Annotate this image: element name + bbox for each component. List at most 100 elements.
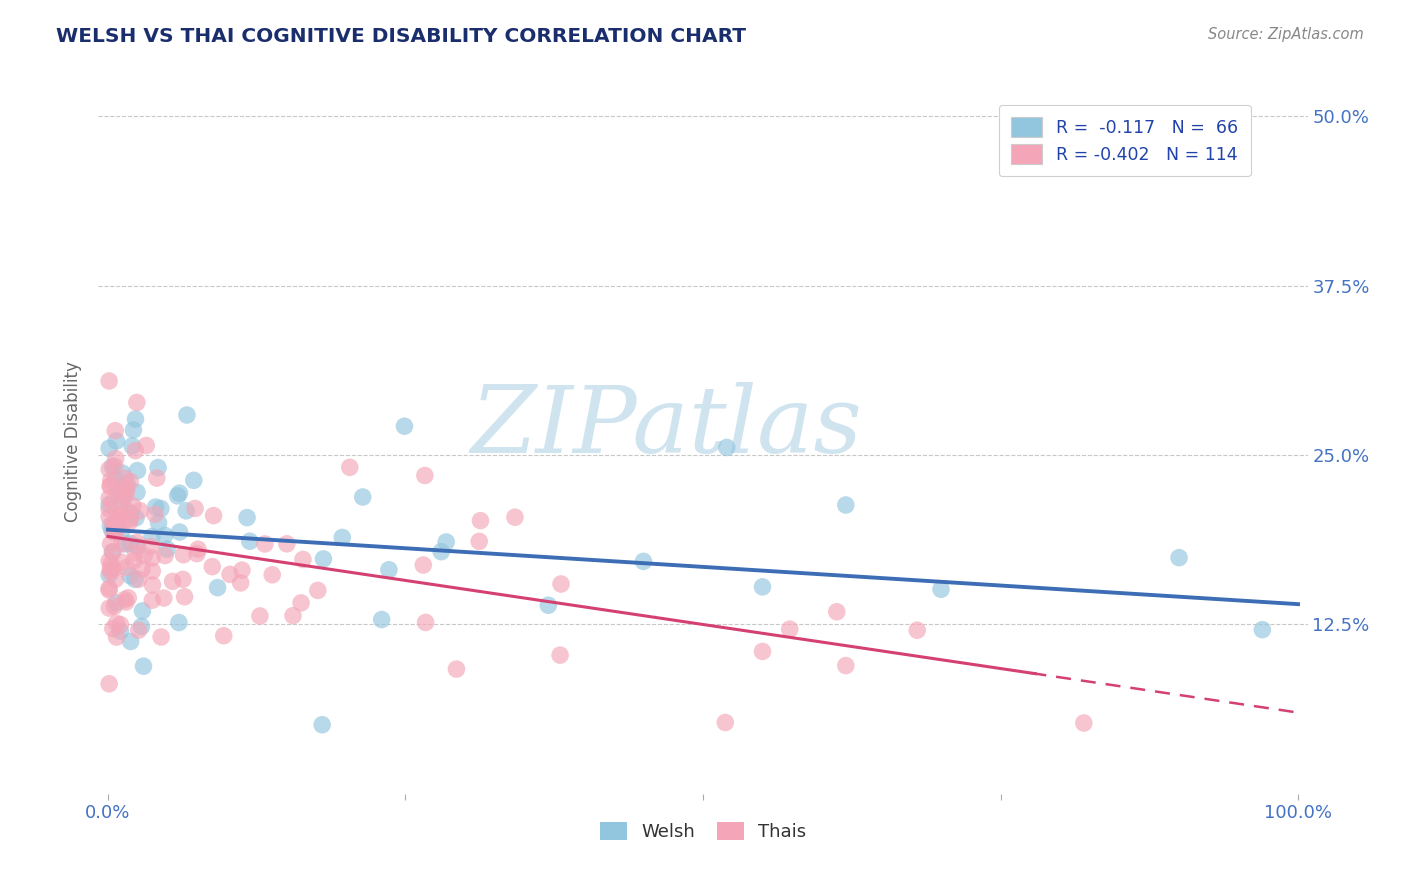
Point: [229, 575, 252, 590]
Point: [352, 490, 374, 504]
Point: [148, 516, 170, 530]
Point: [104, 459, 127, 474]
Point: [114, 471, 136, 485]
Point: [1168, 550, 1191, 565]
Point: [100, 537, 122, 551]
Point: [111, 489, 134, 503]
Text: Source: ZipAtlas.com: Source: ZipAtlas.com: [1208, 27, 1364, 42]
Point: [176, 408, 198, 422]
Point: [98, 502, 121, 516]
Point: [825, 605, 848, 619]
Point: [114, 592, 136, 607]
Point: [127, 464, 149, 478]
Point: [101, 459, 124, 474]
Point: [110, 555, 132, 569]
Point: [162, 574, 184, 589]
Point: [98, 479, 121, 493]
Point: [111, 537, 134, 551]
Point: [174, 504, 197, 518]
Point: [98, 374, 121, 388]
Point: [1251, 623, 1274, 637]
Point: [330, 531, 353, 545]
Point: [105, 616, 128, 631]
Point: [104, 424, 127, 438]
Point: [550, 577, 572, 591]
Point: [98, 554, 121, 568]
Point: [122, 499, 145, 513]
Point: [219, 567, 242, 582]
Point: [105, 520, 128, 534]
Point: [835, 498, 858, 512]
Point: [156, 542, 179, 557]
Point: [141, 551, 163, 566]
Point: [115, 537, 138, 551]
Point: [120, 475, 142, 489]
Point: [115, 504, 138, 518]
Point: [281, 608, 304, 623]
Point: [169, 524, 191, 539]
Point: [249, 609, 271, 624]
Point: [153, 528, 176, 542]
Point: [132, 659, 155, 673]
Point: [716, 441, 738, 455]
Point: [120, 512, 142, 526]
Point: [166, 489, 188, 503]
Point: [128, 504, 150, 518]
Point: [100, 557, 122, 571]
Point: [201, 559, 224, 574]
Point: [311, 717, 333, 731]
Point: [121, 439, 143, 453]
Point: [139, 540, 162, 554]
Point: [110, 507, 132, 521]
Point: [117, 477, 139, 491]
Point: [117, 591, 139, 605]
Point: [98, 442, 121, 456]
Point: [103, 524, 125, 539]
Point: [141, 529, 163, 543]
Point: [929, 582, 952, 597]
Point: [141, 593, 163, 607]
Point: [101, 622, 124, 636]
Point: [134, 549, 156, 563]
Point: [98, 462, 121, 476]
Point: [122, 423, 145, 437]
Point: [184, 501, 207, 516]
Point: [236, 510, 259, 524]
Point: [105, 434, 128, 448]
Point: [173, 590, 195, 604]
Point: [127, 540, 149, 554]
Point: [262, 567, 284, 582]
Point: [101, 545, 124, 559]
Point: [98, 583, 121, 598]
Point: [207, 581, 229, 595]
Point: [212, 629, 235, 643]
Point: [751, 580, 773, 594]
Point: [339, 460, 361, 475]
Point: [378, 563, 401, 577]
Point: [290, 596, 312, 610]
Point: [110, 508, 132, 523]
Point: [125, 395, 148, 409]
Point: [111, 466, 134, 480]
Point: [131, 562, 153, 576]
Point: [202, 508, 225, 523]
Point: [186, 547, 208, 561]
Point: [120, 507, 142, 521]
Point: [111, 493, 134, 508]
Point: [110, 624, 132, 639]
Point: [172, 548, 194, 562]
Y-axis label: Cognitive Disability: Cognitive Disability: [65, 361, 83, 522]
Point: [633, 554, 655, 568]
Point: [446, 662, 468, 676]
Point: [169, 486, 191, 500]
Text: ZIPatlas: ZIPatlas: [471, 383, 863, 473]
Point: [120, 634, 142, 648]
Point: [548, 648, 571, 662]
Point: [104, 451, 127, 466]
Point: [118, 568, 141, 582]
Point: [101, 545, 124, 559]
Point: [835, 658, 858, 673]
Point: [115, 484, 138, 499]
Point: [150, 630, 173, 644]
Point: [105, 630, 128, 644]
